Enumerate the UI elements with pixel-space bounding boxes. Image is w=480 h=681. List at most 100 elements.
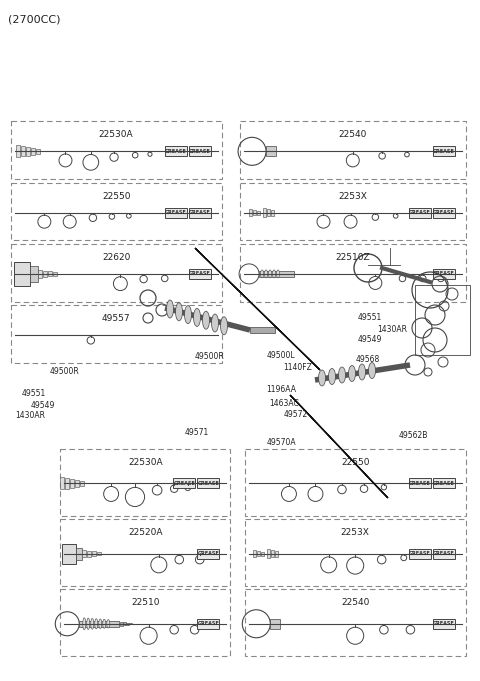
- FancyBboxPatch shape: [48, 272, 52, 276]
- Text: 49549: 49549: [31, 401, 55, 411]
- Text: 22620: 22620: [102, 253, 131, 262]
- Text: 1430AR: 1430AR: [15, 411, 46, 420]
- Text: GREASE: GREASE: [433, 210, 455, 215]
- Ellipse shape: [338, 367, 346, 383]
- Ellipse shape: [91, 618, 94, 629]
- Text: GREASE: GREASE: [165, 149, 187, 154]
- Text: 22520A: 22520A: [128, 528, 162, 537]
- FancyBboxPatch shape: [253, 550, 256, 557]
- FancyBboxPatch shape: [408, 208, 431, 218]
- FancyBboxPatch shape: [266, 146, 276, 157]
- Text: 1463AC: 1463AC: [269, 398, 299, 408]
- FancyBboxPatch shape: [31, 148, 35, 155]
- Text: 49551: 49551: [358, 313, 382, 322]
- Text: GREASE: GREASE: [433, 621, 455, 627]
- Text: 22540: 22540: [341, 598, 370, 607]
- Text: 49500R: 49500R: [195, 352, 225, 361]
- Ellipse shape: [348, 366, 356, 381]
- Text: 22540: 22540: [338, 130, 367, 139]
- Text: 1196AA: 1196AA: [266, 385, 297, 394]
- Text: 49551: 49551: [21, 389, 46, 398]
- FancyBboxPatch shape: [408, 479, 431, 488]
- FancyBboxPatch shape: [432, 479, 455, 488]
- FancyBboxPatch shape: [257, 551, 260, 556]
- FancyBboxPatch shape: [93, 552, 96, 556]
- Text: GREASE: GREASE: [409, 481, 431, 486]
- Text: 49557: 49557: [102, 314, 131, 323]
- FancyBboxPatch shape: [189, 269, 211, 279]
- FancyBboxPatch shape: [197, 479, 219, 488]
- Ellipse shape: [273, 270, 276, 278]
- Text: GREASE: GREASE: [174, 481, 195, 486]
- FancyBboxPatch shape: [276, 551, 278, 556]
- FancyBboxPatch shape: [71, 479, 74, 488]
- FancyBboxPatch shape: [197, 549, 219, 558]
- FancyBboxPatch shape: [81, 481, 84, 486]
- Text: 49500R: 49500R: [49, 367, 79, 377]
- Ellipse shape: [369, 362, 375, 379]
- Text: 49570A: 49570A: [266, 438, 296, 447]
- FancyBboxPatch shape: [120, 622, 123, 626]
- FancyBboxPatch shape: [75, 480, 80, 487]
- FancyBboxPatch shape: [432, 208, 455, 218]
- FancyBboxPatch shape: [267, 549, 270, 558]
- Ellipse shape: [264, 270, 267, 278]
- Ellipse shape: [99, 619, 102, 629]
- FancyBboxPatch shape: [250, 327, 275, 333]
- Ellipse shape: [184, 306, 192, 323]
- Text: GREASE: GREASE: [198, 621, 219, 627]
- Ellipse shape: [359, 364, 365, 380]
- FancyBboxPatch shape: [432, 619, 455, 629]
- FancyBboxPatch shape: [38, 270, 42, 278]
- FancyBboxPatch shape: [189, 208, 211, 218]
- FancyBboxPatch shape: [43, 270, 47, 277]
- Text: 49549: 49549: [358, 334, 382, 344]
- FancyBboxPatch shape: [123, 622, 126, 625]
- Text: 22550: 22550: [341, 458, 370, 466]
- FancyBboxPatch shape: [271, 550, 274, 557]
- FancyBboxPatch shape: [165, 208, 187, 218]
- Ellipse shape: [276, 270, 279, 278]
- Text: 1140FZ: 1140FZ: [283, 363, 312, 373]
- Text: 22530A: 22530A: [99, 130, 133, 139]
- FancyBboxPatch shape: [53, 272, 57, 276]
- FancyBboxPatch shape: [432, 269, 455, 279]
- FancyBboxPatch shape: [129, 623, 132, 624]
- Text: 22530A: 22530A: [128, 458, 163, 466]
- Text: GREASE: GREASE: [433, 272, 455, 276]
- Polygon shape: [290, 395, 388, 498]
- Ellipse shape: [261, 270, 264, 278]
- FancyBboxPatch shape: [62, 543, 76, 564]
- Text: GREASE: GREASE: [189, 149, 211, 154]
- FancyBboxPatch shape: [270, 619, 280, 629]
- FancyBboxPatch shape: [197, 619, 219, 629]
- FancyBboxPatch shape: [259, 271, 294, 277]
- FancyBboxPatch shape: [432, 146, 455, 157]
- FancyBboxPatch shape: [60, 477, 64, 490]
- Text: GREASE: GREASE: [433, 481, 455, 486]
- Text: GREASE: GREASE: [433, 149, 455, 154]
- FancyBboxPatch shape: [79, 621, 119, 627]
- Text: 49572: 49572: [283, 410, 308, 419]
- FancyBboxPatch shape: [76, 548, 83, 560]
- Text: 1430AR: 1430AR: [377, 325, 407, 334]
- FancyBboxPatch shape: [173, 479, 195, 488]
- FancyBboxPatch shape: [249, 209, 252, 216]
- Text: GREASE: GREASE: [198, 551, 219, 556]
- FancyBboxPatch shape: [30, 266, 38, 282]
- FancyBboxPatch shape: [189, 146, 211, 157]
- FancyBboxPatch shape: [14, 262, 30, 286]
- Ellipse shape: [167, 300, 173, 318]
- FancyBboxPatch shape: [261, 552, 264, 556]
- Text: 49568: 49568: [355, 355, 380, 364]
- FancyBboxPatch shape: [36, 149, 40, 154]
- FancyBboxPatch shape: [165, 146, 187, 157]
- Text: 49571: 49571: [184, 428, 209, 437]
- FancyBboxPatch shape: [263, 208, 266, 217]
- FancyBboxPatch shape: [408, 549, 431, 558]
- Ellipse shape: [95, 618, 98, 629]
- Text: 22550: 22550: [102, 191, 131, 200]
- Text: GREASE: GREASE: [189, 272, 211, 276]
- Ellipse shape: [212, 314, 218, 332]
- FancyBboxPatch shape: [432, 549, 455, 558]
